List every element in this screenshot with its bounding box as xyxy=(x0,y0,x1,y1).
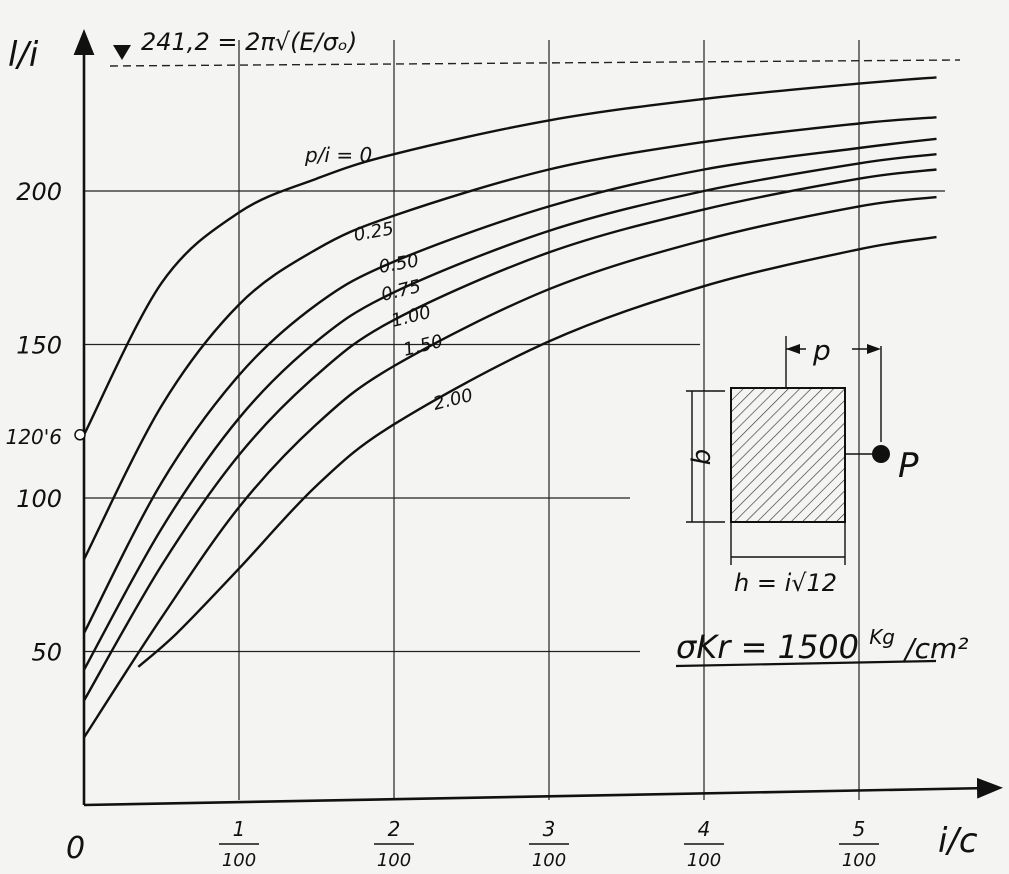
stress-underline xyxy=(675,659,937,668)
origin-label: 0 xyxy=(66,831,85,866)
curve-p-2-00 xyxy=(137,235,937,668)
curve-p-1-50 xyxy=(82,195,937,739)
b-label: b xyxy=(687,449,717,466)
curve-p-1-00 xyxy=(82,168,937,702)
curve-label-0-75: 0.75 xyxy=(379,276,423,306)
y-tick-120-6: 120'6 xyxy=(6,425,62,449)
curve-label-0-50: 0.50 xyxy=(377,250,420,278)
y-tick-100: 100 xyxy=(16,485,62,513)
y-tick-150: 150 xyxy=(16,332,62,360)
y-tick-labels: 50 100 120'6 150 200 xyxy=(6,178,62,667)
x-tick-numerator: 1 xyxy=(233,817,246,841)
stress-unit-rest: /cm² xyxy=(902,632,968,665)
curve-label-0-25: 0.25 xyxy=(352,218,395,246)
asymptote-label: 241,2 = 2π√(E/σₒ) xyxy=(141,28,357,56)
y-axis-title: l/i xyxy=(8,35,39,75)
curve-label-2-00: 2.00 xyxy=(431,385,475,415)
asymptote-line xyxy=(109,59,961,67)
p-label: p xyxy=(812,334,831,367)
cross-section-diagram: p P b h = i√12 xyxy=(686,334,919,597)
start-point-marker xyxy=(74,429,86,441)
curves xyxy=(82,76,937,739)
x-tick-numerator: 3 xyxy=(543,817,556,841)
h-label: h = i√12 xyxy=(734,569,837,597)
x-tick-denominator: 100 xyxy=(532,850,566,871)
curve-p-0-25 xyxy=(82,116,937,560)
x-tick-numerator: 2 xyxy=(388,817,401,841)
svg-text:i/c: i/c xyxy=(938,821,978,861)
hatched-section xyxy=(730,387,846,523)
x-tick-numerator: 4 xyxy=(698,817,711,841)
stress-annotation: σKr = 1500 Kg /cm² xyxy=(675,614,969,668)
y-tick-50: 50 xyxy=(31,639,62,667)
x-tick-denominator: 100 xyxy=(377,850,411,871)
stress-unit-sup: Kg xyxy=(869,625,895,649)
load-point-icon xyxy=(872,445,890,463)
svg-text:σKr = 1500 Kg /cm²: σKr = 1500 Kg /cm² xyxy=(676,614,969,666)
x-tick-denominator: 100 xyxy=(687,850,721,871)
curve-p-0-75 xyxy=(82,153,937,671)
x-tick-denominator: 100 xyxy=(842,850,876,871)
curve-p-0-50 xyxy=(82,137,937,634)
curve-label-1-00: 1.00 xyxy=(389,302,433,332)
x-axis xyxy=(83,777,1003,807)
x-axis-title: i/c xyxy=(938,821,978,861)
curve-p-0 xyxy=(82,76,937,436)
curve-labels: p/i = 0 0.25 0.500.751.001.50 2.00 xyxy=(304,143,475,415)
P-label: P xyxy=(898,446,919,486)
curve-label-0: p/i = 0 xyxy=(304,143,372,167)
curve-label-1-50: 1.50 xyxy=(401,331,445,361)
p-dim-arrow-right-icon xyxy=(867,344,881,354)
stress-value: σKr = 1500 xyxy=(676,628,859,666)
y-tick-200: 200 xyxy=(16,178,62,206)
x-tick-denominator: 100 xyxy=(222,850,256,871)
x-tick-numerator: 5 xyxy=(853,817,866,841)
svg-text:l/i: l/i xyxy=(8,35,39,75)
asymptote-marker-icon xyxy=(113,45,131,60)
